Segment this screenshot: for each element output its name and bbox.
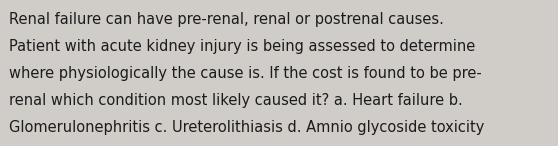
Text: renal which condition most likely caused it? a. Heart failure b.: renal which condition most likely caused… [9,93,463,108]
Text: Glomerulonephritis c. Ureterolithiasis d. Amnio glycoside toxicity: Glomerulonephritis c. Ureterolithiasis d… [9,120,484,135]
Text: Patient with acute kidney injury is being assessed to determine: Patient with acute kidney injury is bein… [9,39,475,54]
Text: where physiologically the cause is. If the cost is found to be pre-: where physiologically the cause is. If t… [9,66,482,81]
Text: Renal failure can have pre-renal, renal or postrenal causes.: Renal failure can have pre-renal, renal … [9,12,444,27]
